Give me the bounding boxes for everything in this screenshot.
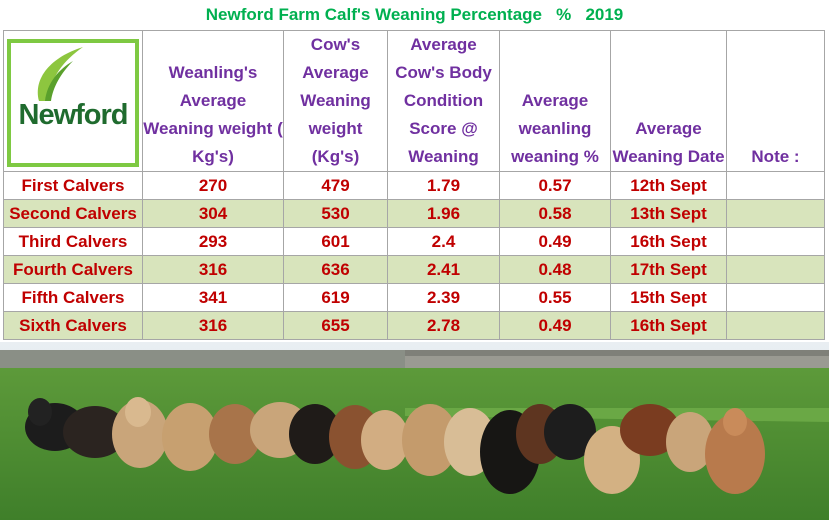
weaning-date-cell: 16th Sept	[610, 227, 727, 256]
weaning-percent-cell: 0.57	[499, 171, 611, 200]
row-label: Fifth Calvers	[3, 283, 143, 312]
weaning-date-cell: 13th Sept	[610, 199, 727, 228]
weaning-percent-cell: 0.48	[499, 255, 611, 284]
spreadsheet: Newford Farm Calf's Weaning Percentage %…	[3, 5, 825, 340]
note-cell	[726, 311, 825, 340]
note-cell	[726, 227, 825, 256]
newford-logo: Newford	[7, 39, 139, 167]
weaning-table: Newford Weanling's Average Weaning weigh…	[3, 30, 825, 340]
table-row: Fourth Calvers 316 636 2.41 0.48 17th Se…	[3, 255, 825, 284]
row-label: First Calvers	[3, 171, 143, 200]
weanling-weight-cell: 270	[142, 171, 284, 200]
row-label: Sixth Calvers	[3, 311, 143, 340]
weaning-percent-cell: 0.55	[499, 283, 611, 312]
header-body-condition: Average Cow's Body Condition Score @ Wea…	[387, 30, 500, 172]
bcs-cell: 1.96	[387, 199, 500, 228]
bcs-cell: 2.39	[387, 283, 500, 312]
header-weanling-weight: Weanling's Average Weaning weight ( Kg's…	[142, 30, 284, 172]
cow-weight-cell: 619	[283, 283, 388, 312]
weanling-weight-cell: 316	[142, 311, 284, 340]
weanling-weight-cell: 304	[142, 199, 284, 228]
note-cell	[726, 199, 825, 228]
logo-cell: Newford	[3, 30, 143, 172]
weanling-weight-cell: 293	[142, 227, 284, 256]
weaning-percent-cell: 0.58	[499, 199, 611, 228]
logo-text: Newford	[18, 99, 129, 131]
bcs-cell: 1.79	[387, 171, 500, 200]
header-weaning-percent: Average weanling weaning %	[499, 30, 611, 172]
table-row: Fifth Calvers 341 619 2.39 0.55 15th Sep…	[3, 283, 825, 312]
cow-weight-cell: 655	[283, 311, 388, 340]
bcs-cell: 2.4	[387, 227, 500, 256]
sheet-title: Newford Farm Calf's Weaning Percentage %…	[205, 5, 624, 24]
weaning-date-cell: 17th Sept	[610, 255, 727, 284]
header-note: Note :	[726, 30, 825, 172]
weaning-percent-cell: 0.49	[499, 227, 611, 256]
table-row: Sixth Calvers 316 655 2.78 0.49 16th Sep…	[3, 311, 825, 340]
table-row: First Calvers 270 479 1.79 0.57 12th Sep…	[3, 171, 825, 200]
cattle-photo	[0, 342, 829, 520]
header-row: Newford Weanling's Average Weaning weigh…	[3, 30, 825, 172]
weanling-weight-cell: 316	[142, 255, 284, 284]
weaning-percent-cell: 0.49	[499, 311, 611, 340]
header-cow-weight: Cow's Average Weaning weight (Kg's)	[283, 30, 388, 172]
cow-weight-cell: 530	[283, 199, 388, 228]
weanling-weight-cell: 341	[142, 283, 284, 312]
table-row: Third Calvers 293 601 2.4 0.49 16th Sept	[3, 227, 825, 256]
weaning-date-cell: 15th Sept	[610, 283, 727, 312]
weaning-date-cell: 16th Sept	[610, 311, 727, 340]
back-wall	[0, 350, 420, 370]
cow-weight-cell: 636	[283, 255, 388, 284]
bcs-cell: 2.78	[387, 311, 500, 340]
header-weaning-date: Average Weaning Date	[610, 30, 727, 172]
leaf-icon	[37, 47, 83, 101]
row-label: Second Calvers	[3, 199, 143, 228]
table-row: Second Calvers 304 530 1.96 0.58 13th Se…	[3, 199, 825, 228]
cow-weight-cell: 479	[283, 171, 388, 200]
cattle-herd	[25, 397, 765, 494]
cow-weight-cell: 601	[283, 227, 388, 256]
row-label: Fourth Calvers	[3, 255, 143, 284]
note-cell	[726, 283, 825, 312]
bcs-cell: 2.41	[387, 255, 500, 284]
weaning-date-cell: 12th Sept	[610, 171, 727, 200]
note-cell	[726, 171, 825, 200]
note-cell	[726, 255, 825, 284]
row-label: Third Calvers	[3, 227, 143, 256]
